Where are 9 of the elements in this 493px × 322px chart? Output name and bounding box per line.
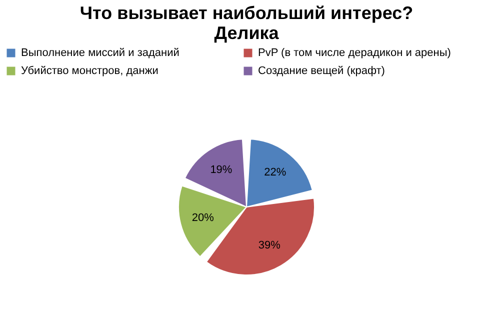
legend-label: Выполнение миссий и заданий [21,47,180,59]
chart-title: Что вызывает наибольший интерес? Делика [80,3,414,43]
legend-label: Создание вещей (крафт) [258,65,385,77]
data-label: 39% [258,240,281,252]
data-label: 19% [210,164,232,176]
legend-label: PvP (в том числе дерадикон и арены) [258,47,451,59]
legend-label: Убийство монстров, данжи [21,65,158,77]
data-label: 20% [192,212,214,224]
data-label: 22% [264,166,286,178]
